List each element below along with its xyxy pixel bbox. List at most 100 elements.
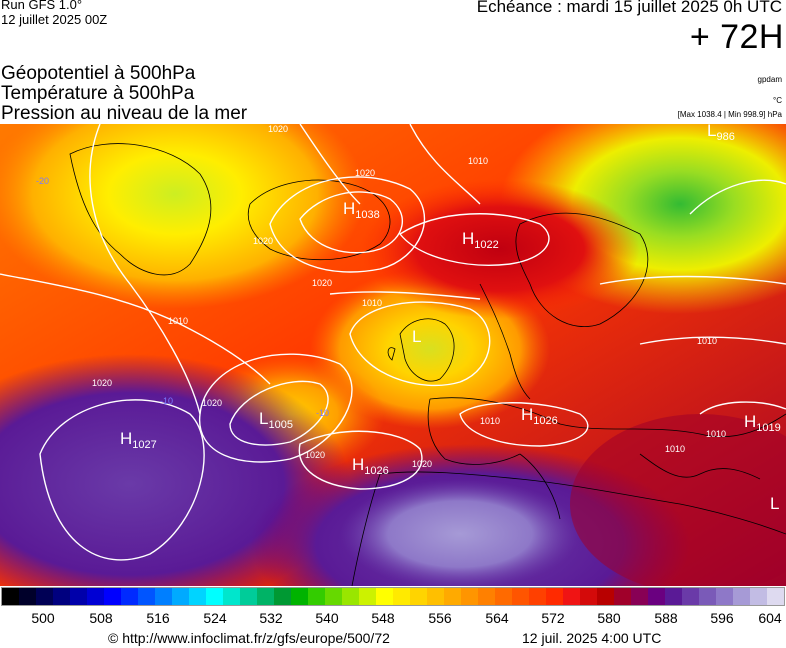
color-swatch — [495, 588, 512, 605]
color-swatch — [189, 588, 206, 605]
color-swatch — [512, 588, 529, 605]
run-date: 12 juillet 2025 00Z — [1, 12, 108, 27]
isobar-value-label: 1010 — [697, 336, 717, 346]
color-swatch — [19, 588, 36, 605]
color-swatch — [359, 588, 376, 605]
coastlines — [69, 143, 786, 586]
isobar-value-label: 1010 — [665, 444, 685, 454]
temperature-labels: -20 -10 -10 — [36, 176, 329, 418]
color-scale-labels: 500 508 516 524 532 540 548 556 564 572 580 588 596 6… — [0, 610, 786, 628]
high-pressure-label: H1038 — [343, 199, 380, 221]
isobars — [0, 124, 786, 561]
color-swatch — [461, 588, 478, 605]
scale-label: 516 — [146, 610, 170, 626]
isobar-value-label: 1010 — [168, 316, 188, 326]
color-swatch — [427, 588, 444, 605]
pressure-extremes: [Max 1038.4 | Min 998.9] hPa — [677, 110, 782, 119]
isobar-value-label: 1010 — [468, 156, 488, 166]
color-swatch — [631, 588, 648, 605]
parameter-temperature: Température à 500hPa — [1, 83, 195, 104]
color-swatch — [36, 588, 53, 605]
scale-label: 564 — [485, 610, 509, 626]
color-swatch — [2, 588, 19, 605]
color-swatch — [325, 588, 342, 605]
color-swatch — [308, 588, 325, 605]
unit-geopotential: gpdam — [757, 75, 782, 84]
parameter-geopotential: Géopotentiel à 500hPa — [1, 63, 196, 84]
color-swatch — [750, 588, 767, 605]
color-swatch — [597, 588, 614, 605]
isobar-value-label: 1020 — [355, 168, 375, 178]
color-swatch — [274, 588, 291, 605]
color-swatch — [291, 588, 308, 605]
generated-time: 12 juil. 2025 4:00 UTC — [522, 630, 662, 646]
low-pressure-label: L — [770, 494, 779, 513]
scale-label: 524 — [203, 610, 227, 626]
color-swatch — [648, 588, 665, 605]
color-swatch — [104, 588, 121, 605]
field-warm-east-med — [570, 414, 786, 586]
isobar-value-label: 1020 — [268, 124, 288, 134]
color-swatch — [138, 588, 155, 605]
color-swatch — [393, 588, 410, 605]
temperature-value-label: -10 — [316, 408, 329, 418]
scale-label: 532 — [259, 610, 283, 626]
color-swatch — [733, 588, 750, 605]
isobar-value-label: 1020 — [92, 378, 112, 388]
scale-label: 596 — [710, 610, 734, 626]
isobar-value-label: 1010 — [362, 298, 382, 308]
low-pressure-label: L1005 — [259, 409, 293, 431]
color-swatch — [155, 588, 172, 605]
field-hot-sahara — [340, 479, 580, 586]
unit-temperature: °C — [773, 96, 782, 105]
color-swatch — [444, 588, 461, 605]
color-swatch — [342, 588, 359, 605]
color-swatch — [716, 588, 733, 605]
high-pressure-label: H1022 — [462, 229, 499, 251]
low-pressure-label: L — [412, 327, 421, 346]
isobar-value-label: 1010 — [480, 416, 500, 426]
scale-label: 572 — [541, 610, 565, 626]
color-swatch — [580, 588, 597, 605]
color-swatch — [223, 588, 240, 605]
high-pressure-label: H1026 — [352, 455, 389, 477]
color-swatch — [53, 588, 70, 605]
high-pressure-label: H1026 — [521, 405, 558, 427]
color-swatch — [563, 588, 580, 605]
isobar-value-label: 1020 — [253, 236, 273, 246]
scale-label: 580 — [597, 610, 621, 626]
field-warm-north-sea — [360, 179, 640, 319]
forecast-horizon: + 72H — [689, 18, 784, 56]
color-swatch — [478, 588, 495, 605]
temperature-value-label: -20 — [36, 176, 49, 186]
color-swatch — [206, 588, 223, 605]
isobar-value-label: 1020 — [305, 450, 325, 460]
color-swatch — [767, 588, 784, 605]
color-swatch — [682, 588, 699, 605]
color-scale — [1, 587, 785, 606]
color-swatch — [546, 588, 563, 605]
color-swatch — [257, 588, 274, 605]
scale-label: 556 — [428, 610, 452, 626]
low-pressure-label: L986 — [707, 124, 735, 143]
color-swatch — [376, 588, 393, 605]
field-cold-greenland — [0, 124, 365, 309]
pressure-centers: H1038 H1022 L986 L L1005 H1027 H1026 H1026 H1019… — [120, 124, 781, 513]
color-swatch — [665, 588, 682, 605]
isobar-value-label: 1020 — [412, 459, 432, 469]
high-pressure-label: H1019 — [744, 412, 781, 434]
color-swatch — [121, 588, 138, 605]
color-swatch — [614, 588, 631, 605]
parameter-pressure: Pression au niveau de la mer — [1, 103, 248, 124]
scale-label: 508 — [89, 610, 113, 626]
isobar-value-label: 1020 — [202, 398, 222, 408]
color-swatch — [172, 588, 189, 605]
scale-label: 604 — [758, 610, 782, 626]
scale-label: 548 — [371, 610, 395, 626]
scale-label: 500 — [31, 610, 55, 626]
color-swatch — [240, 588, 257, 605]
source-credit: © http://www.infoclimat.fr/z/gfs/europe/… — [108, 630, 390, 646]
color-swatch — [87, 588, 104, 605]
weather-map: H1038 H1022 L986 L L1005 H1027 H1026 H1026 H1019… — [0, 124, 786, 586]
color-swatch — [699, 588, 716, 605]
